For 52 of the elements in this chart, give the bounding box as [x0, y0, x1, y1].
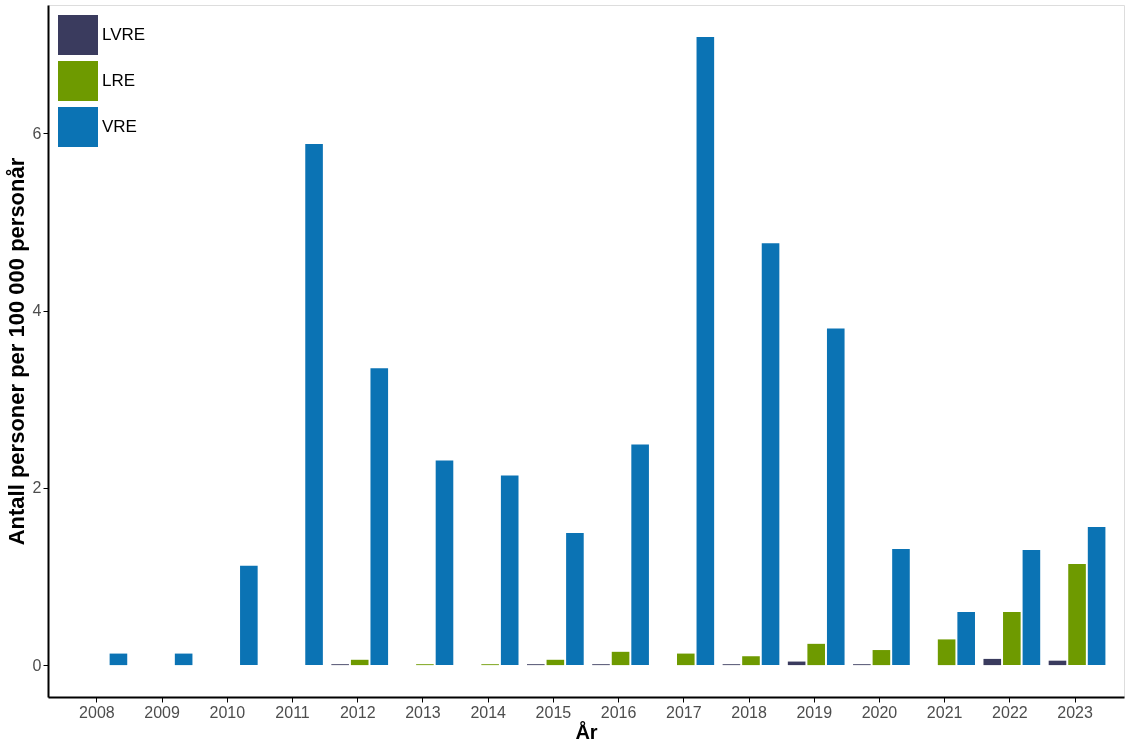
bar [872, 650, 891, 666]
y-axis-title: Antall personer per 100 000 personår [3, 157, 29, 546]
bar [892, 549, 910, 666]
x-tick-label: 2018 [731, 703, 767, 721]
x-tick-label: 2022 [992, 703, 1028, 721]
bar [500, 475, 519, 666]
x-tick-label: 2023 [1057, 703, 1093, 721]
x-tick-label: 2021 [926, 703, 963, 721]
y-tick-label: 6 [32, 124, 42, 142]
bar [546, 659, 565, 666]
bar [807, 643, 825, 666]
bar [937, 639, 956, 666]
x-tick-label: 2013 [405, 703, 441, 721]
x-tick-label: 2008 [79, 703, 115, 721]
bar [983, 658, 1002, 666]
legend-label: VRE [102, 117, 137, 136]
bar [742, 656, 760, 666]
x-tick-label: 2019 [796, 703, 833, 721]
bar [174, 653, 193, 666]
bar [566, 533, 584, 666]
bar [1068, 564, 1086, 666]
bar [350, 659, 369, 666]
x-tick-label: 2012 [339, 703, 376, 721]
bar [109, 653, 128, 666]
bar [305, 144, 323, 666]
legend-label: LVRE [102, 25, 146, 44]
bar [676, 653, 695, 666]
bar [240, 565, 258, 666]
bar [1087, 526, 1106, 666]
x-tick-label: 2011 [275, 703, 310, 721]
bar [435, 460, 454, 666]
bar [696, 36, 715, 666]
x-tick-label: 2014 [470, 703, 507, 721]
x-tick-label: 2009 [144, 703, 181, 721]
y-tick-label: 2 [32, 479, 42, 497]
bar [631, 444, 649, 666]
x-tick-label: 2020 [861, 703, 898, 721]
bar [611, 651, 630, 666]
x-tick-label: 2017 [666, 703, 702, 721]
bar [826, 328, 845, 666]
x-tick-label: 2015 [535, 703, 572, 721]
legend-label: LRE [102, 71, 136, 90]
bar [957, 611, 975, 666]
bar [1022, 549, 1041, 666]
bar [1003, 611, 1021, 666]
x-tick-label: 2010 [209, 703, 246, 721]
bar [370, 368, 389, 666]
y-tick-label: 4 [32, 302, 42, 320]
x-tick-label: 2016 [600, 703, 637, 721]
y-tick-label: 0 [32, 656, 42, 674]
x-axis-title: År [575, 719, 598, 743]
bar [761, 243, 780, 666]
